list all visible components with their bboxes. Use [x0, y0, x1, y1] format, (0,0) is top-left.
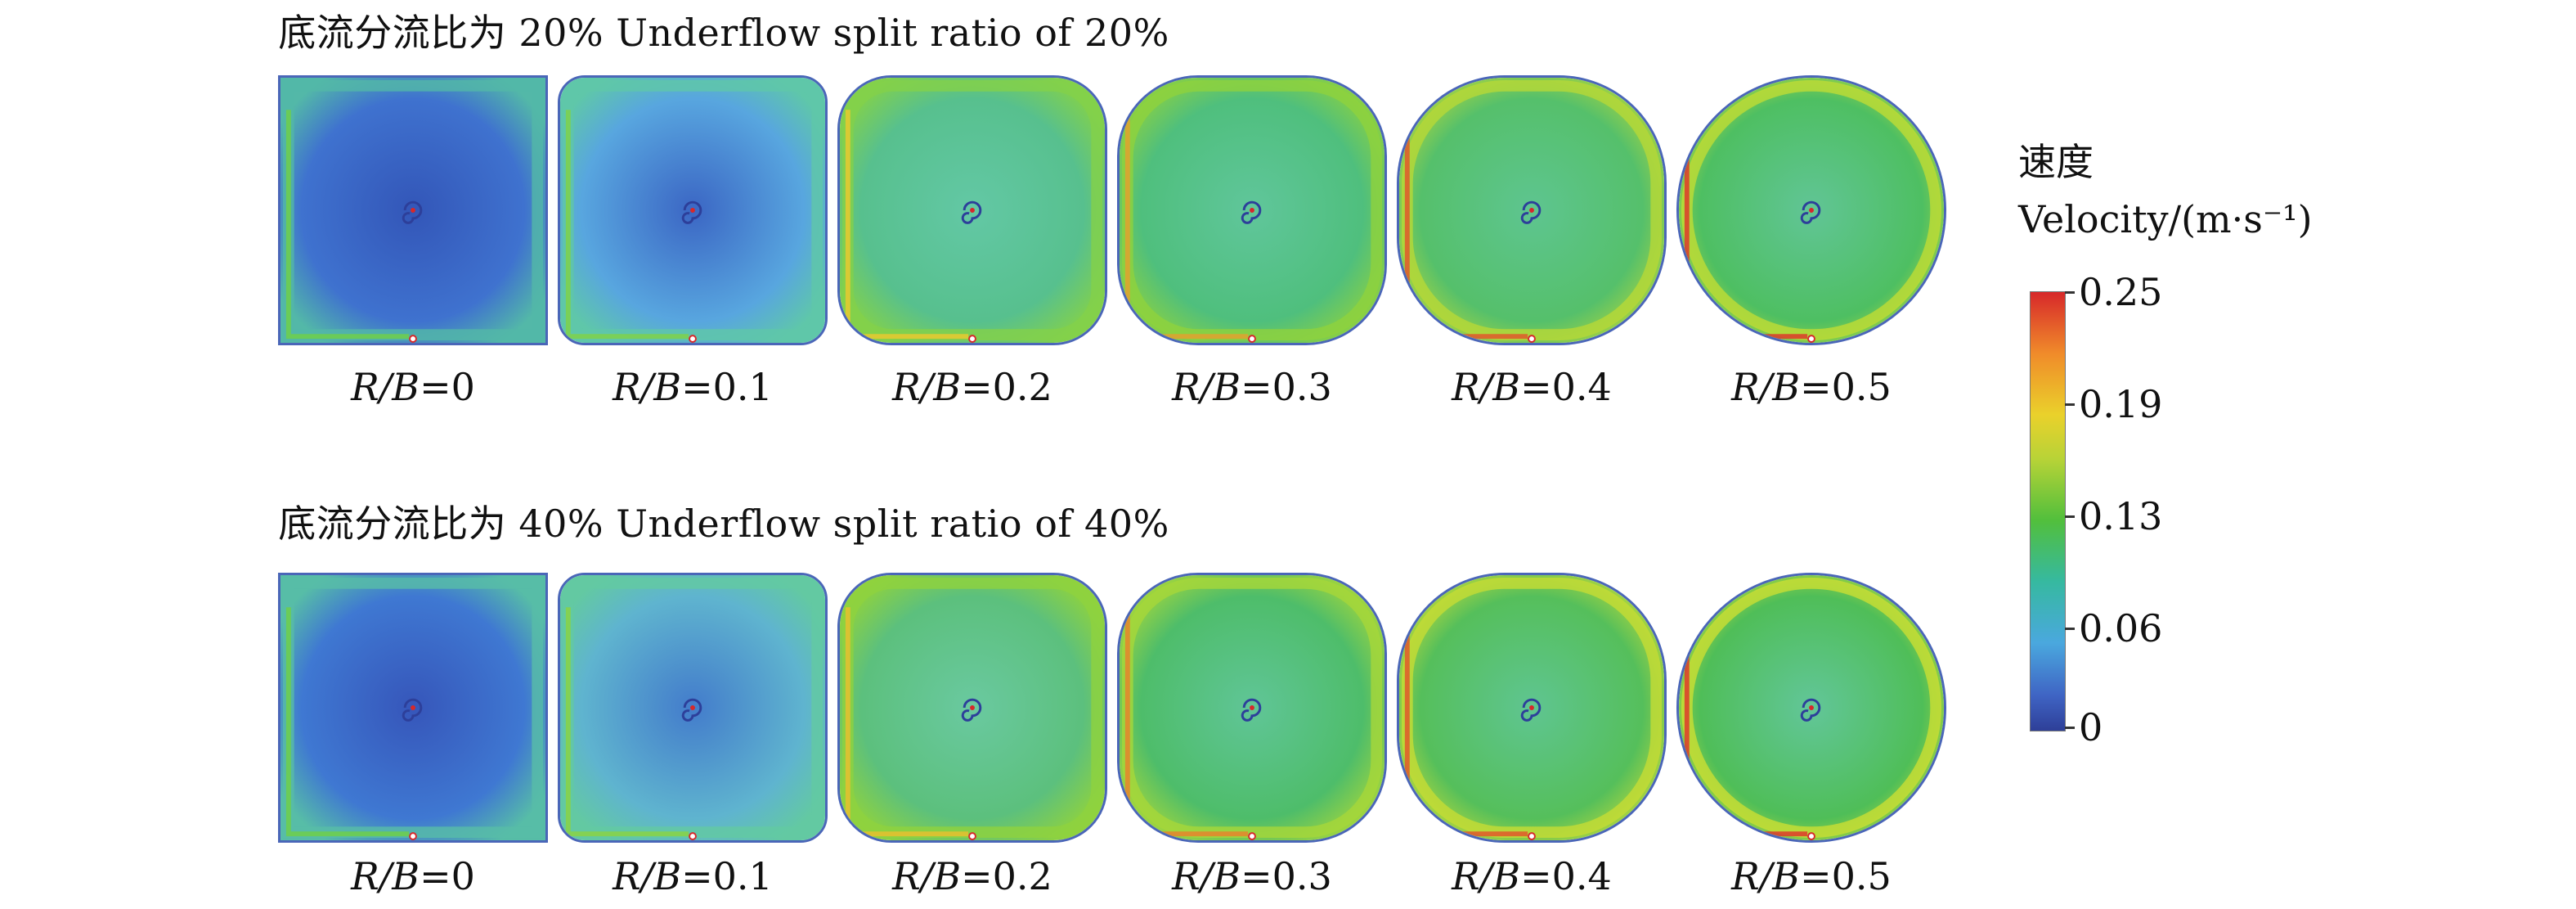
vortex-core [402, 698, 423, 722]
panel-label: R/B=0.1 [613, 365, 773, 409]
panel-label: R/B=0.2 [892, 854, 1052, 898]
underflow-outlet [968, 832, 976, 840]
vortex-center [1529, 208, 1534, 213]
vortex-center [690, 705, 695, 710]
underflow-outlet [968, 335, 976, 343]
inlet-jet-streak [845, 110, 969, 340]
vortex-center [690, 208, 695, 213]
legend-title-cn: 速度 [2018, 140, 2094, 184]
colorbar-tick [2065, 628, 2075, 630]
underflow-outlet [1248, 832, 1256, 840]
vortex-core [681, 698, 702, 722]
inlet-jet-streak [565, 607, 689, 837]
velocity-field [840, 575, 1105, 840]
row-title-40: 底流分流比为 40% Underflow split ratio of 40% [278, 502, 1169, 546]
vortex-core [1520, 200, 1542, 224]
inlet-jet-streak [1684, 110, 1808, 340]
vortex-core [1520, 698, 1542, 722]
colorbar-tick [2065, 727, 2075, 729]
velocity-panel-20-rb02 [837, 75, 1107, 345]
panel-label: R/B=0.1 [613, 854, 773, 898]
velocity-panel-20-rb04 [1397, 75, 1667, 345]
inlet-jet-streak [285, 607, 410, 837]
vortex-core [1241, 200, 1262, 224]
inlet-jet-streak [1684, 607, 1808, 837]
velocity-panel-40-rb04 [1397, 573, 1667, 843]
vortex-core [402, 200, 423, 224]
velocity-panel-40-rb03 [1117, 573, 1387, 843]
panel-label: R/B=0 [351, 365, 475, 409]
velocity-panel-20-rb03 [1117, 75, 1387, 345]
velocity-field [1120, 575, 1384, 840]
velocity-panel-20-rb0 [278, 75, 548, 345]
vortex-center [970, 208, 975, 213]
colorbar-tick-label: 0 [2079, 705, 2103, 749]
colorbar-tick-label: 0.19 [2079, 382, 2163, 426]
velocity-field [280, 575, 545, 840]
velocity-field [1399, 575, 1664, 840]
colorbar-tick [2065, 291, 2075, 294]
vortex-center [1250, 208, 1254, 213]
velocity-panel-40-rb05 [1676, 573, 1946, 843]
velocity-panel-20-rb05 [1676, 75, 1946, 345]
underflow-outlet [689, 335, 697, 343]
vortex-center [411, 208, 415, 213]
underflow-outlet [1528, 832, 1536, 840]
panel-label: R/B=0.2 [892, 365, 1052, 409]
colorbar-tick-label: 0.13 [2079, 494, 2163, 538]
underflow-outlet [409, 335, 417, 343]
velocity-field [1399, 78, 1664, 343]
inlet-jet-streak [1404, 607, 1528, 837]
legend-title-en: Velocity/(m·s⁻¹) [2018, 197, 2313, 241]
velocity-field [1679, 78, 1944, 343]
inlet-jet-streak [285, 110, 410, 340]
velocity-colorbar [2030, 291, 2066, 731]
underflow-outlet [1807, 335, 1815, 343]
panel-label: R/B=0.5 [1731, 854, 1892, 898]
vortex-center [1809, 705, 1814, 710]
underflow-outlet [689, 832, 697, 840]
velocity-panel-40-rb01 [558, 573, 828, 843]
panel-label: R/B=0.4 [1452, 365, 1612, 409]
velocity-field [1679, 575, 1944, 840]
vortex-core [1241, 698, 1262, 722]
panel-label: R/B=0.3 [1172, 854, 1332, 898]
velocity-field [280, 78, 545, 343]
colorbar-tick [2065, 515, 2075, 518]
panel-label: R/B=0.5 [1731, 365, 1892, 409]
inlet-jet-streak [565, 110, 689, 340]
underflow-outlet [1528, 335, 1536, 343]
vortex-center [970, 705, 975, 710]
velocity-field [1120, 78, 1384, 343]
underflow-outlet [409, 832, 417, 840]
underflow-outlet [1248, 335, 1256, 343]
inlet-jet-streak [845, 607, 969, 837]
vortex-core [961, 698, 982, 722]
velocity-panel-40-rb0 [278, 573, 548, 843]
vortex-center [411, 705, 415, 710]
row-title-20: 底流分流比为 20% Underflow split ratio of 20% [278, 11, 1169, 55]
colorbar-tick [2065, 403, 2075, 406]
panel-label: R/B=0.3 [1172, 365, 1332, 409]
inlet-jet-streak [1124, 110, 1249, 340]
underflow-outlet [1807, 832, 1815, 840]
vortex-core [681, 200, 702, 224]
velocity-field [560, 575, 825, 840]
vortex-center [1809, 208, 1814, 213]
inlet-jet-streak [1124, 607, 1249, 837]
panel-label: R/B=0 [351, 854, 475, 898]
vortex-center [1250, 705, 1254, 710]
velocity-panel-20-rb01 [558, 75, 828, 345]
inlet-jet-streak [1404, 110, 1528, 340]
colorbar-tick-label: 0.25 [2079, 270, 2163, 314]
vortex-core [961, 200, 982, 224]
velocity-panel-40-rb02 [837, 573, 1107, 843]
velocity-field [840, 78, 1105, 343]
colorbar-tick-label: 0.06 [2079, 606, 2163, 650]
vortex-core [1800, 200, 1821, 224]
vortex-core [1800, 698, 1821, 722]
panel-label: R/B=0.4 [1452, 854, 1612, 898]
velocity-field [560, 78, 825, 343]
vortex-center [1529, 705, 1534, 710]
